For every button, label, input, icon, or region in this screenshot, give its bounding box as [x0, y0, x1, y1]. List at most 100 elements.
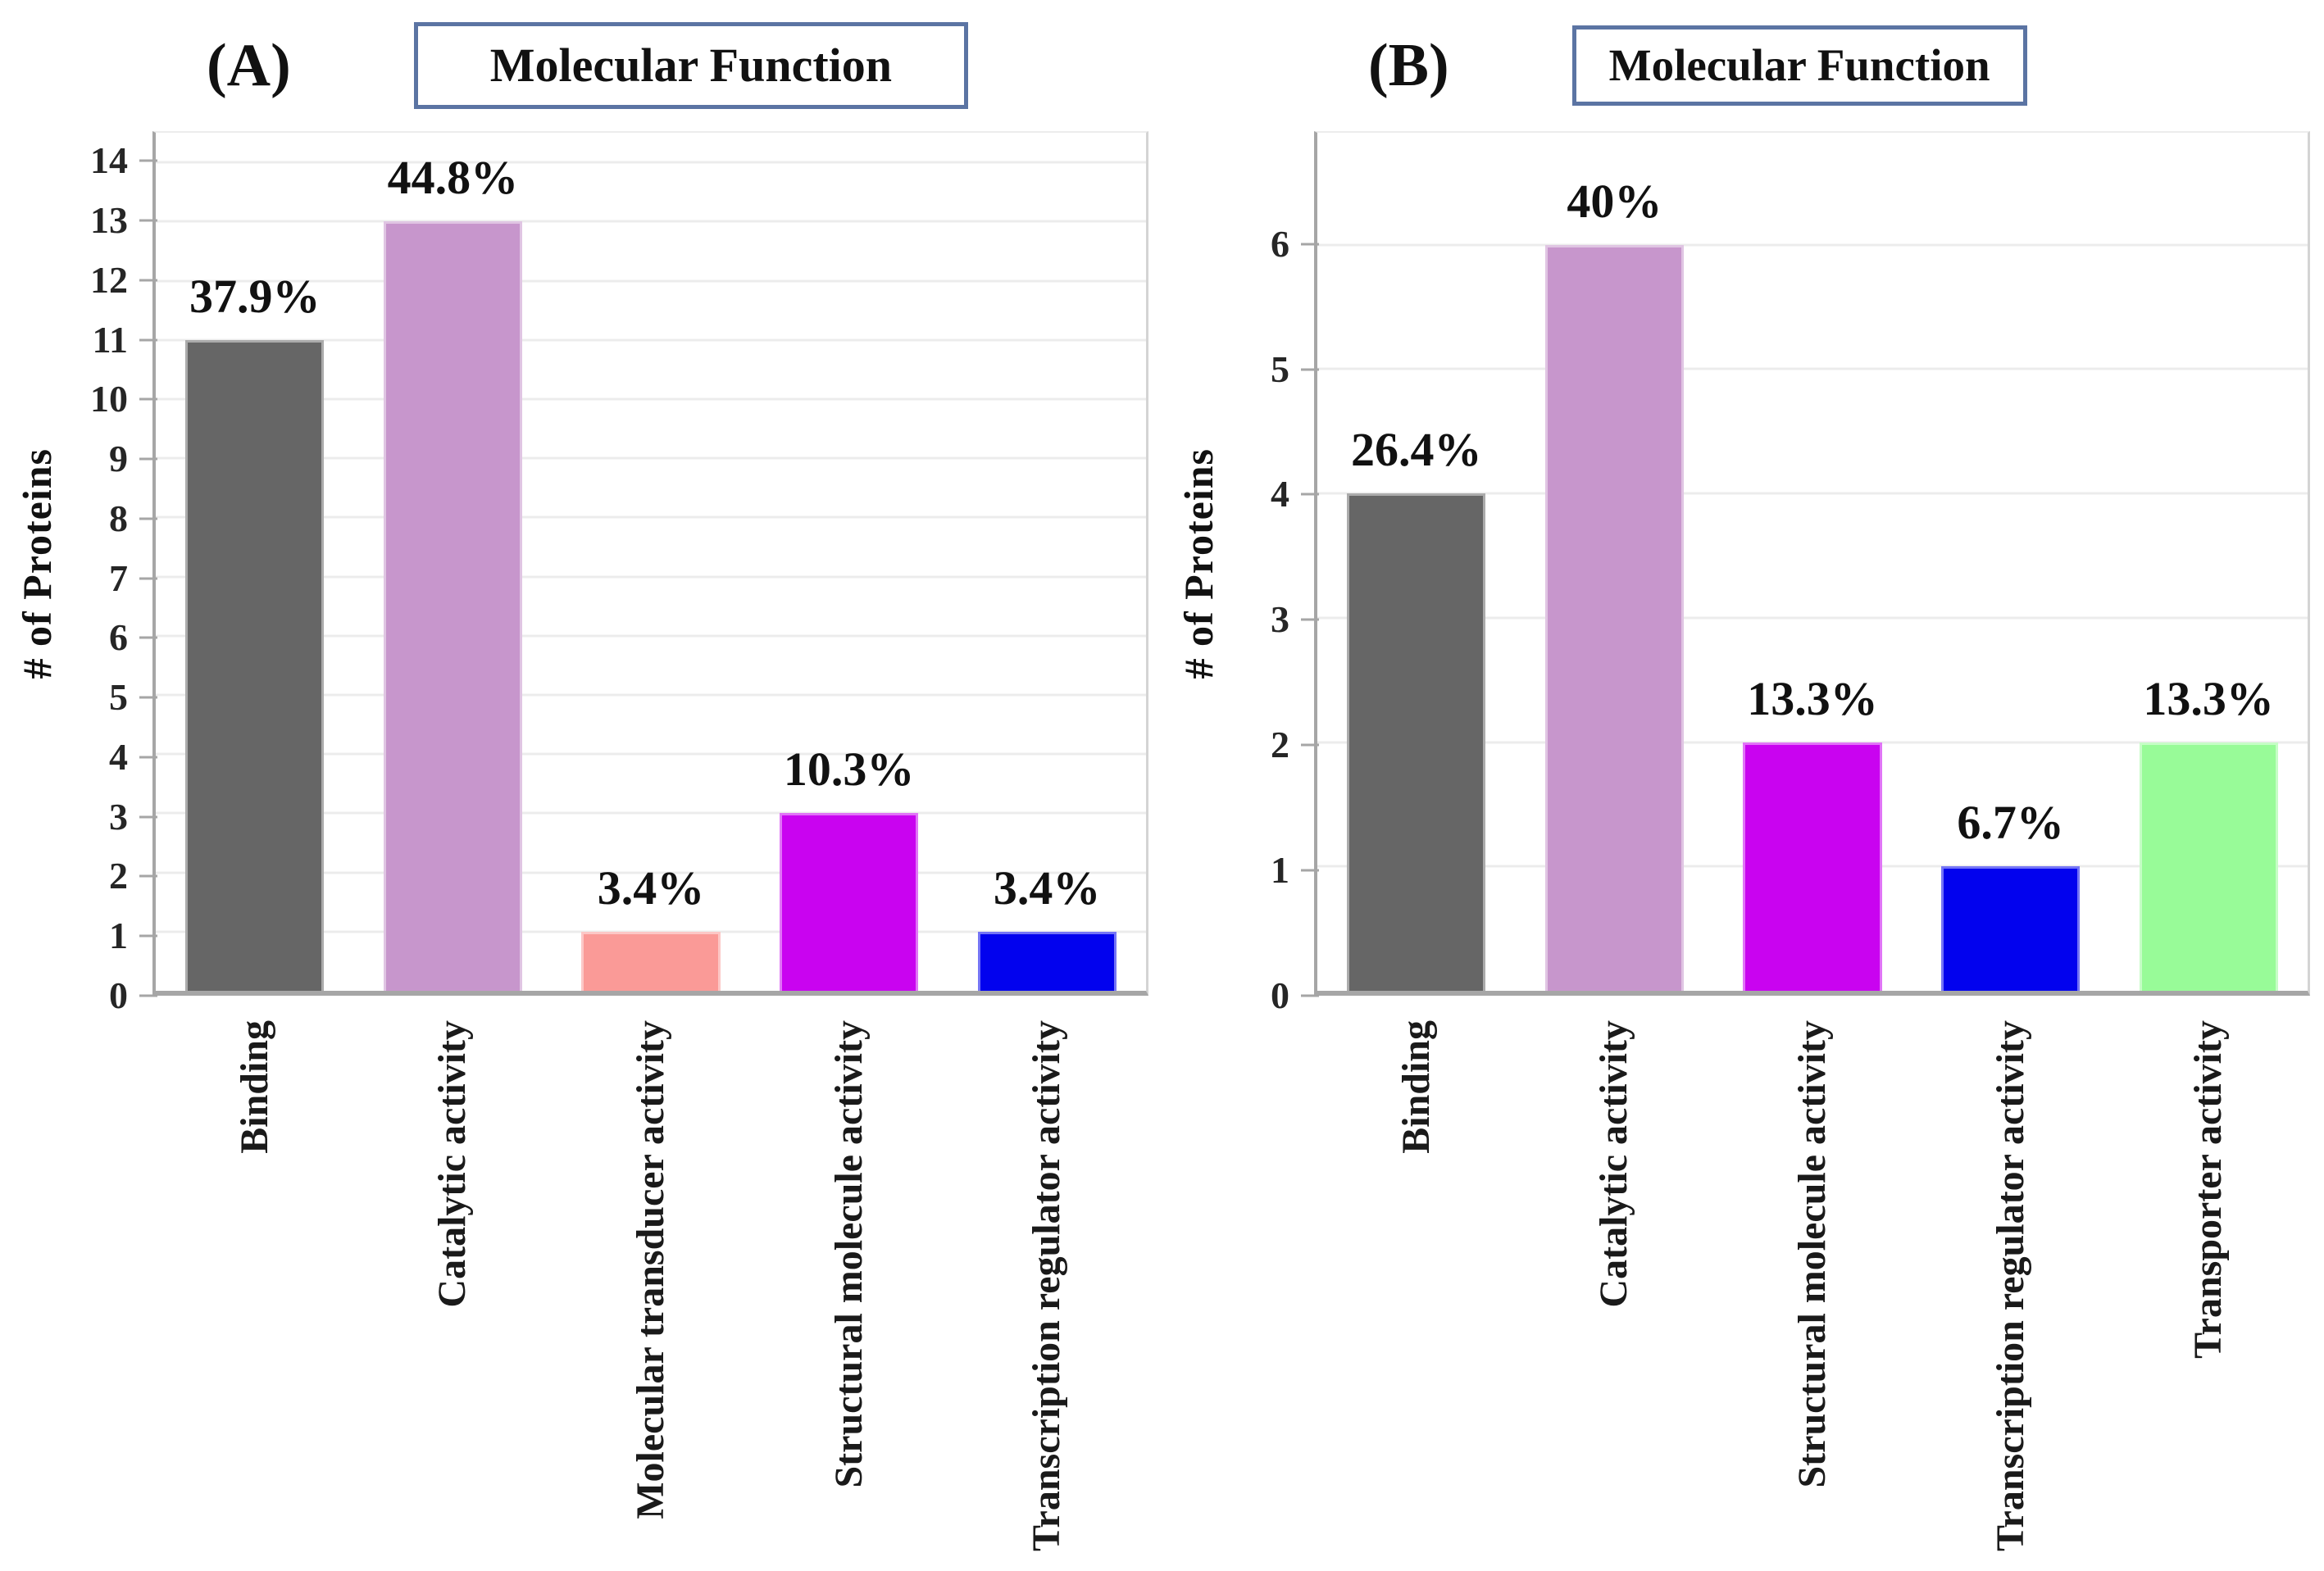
bars: 37.9% 44.8% 3.4% 10.3% 3.4%	[156, 133, 1146, 991]
x-axis-label: Transcription regulator activity	[1988, 1020, 2032, 1551]
x-label-slot: Transporter activity	[2109, 996, 2308, 1571]
bar-slot: 44.8%	[354, 133, 553, 991]
y-tick-label: 2	[109, 855, 128, 897]
y-tick-label: 12	[90, 258, 128, 301]
chart-title: Molecular Function	[489, 39, 893, 93]
x-axis-label-track: Binding Catalytic activity Molecular trans…	[156, 996, 1146, 1571]
gridline	[156, 693, 1146, 697]
bar-slot: 6.7%	[1912, 133, 2110, 991]
y-tick-label: 0	[1271, 974, 1289, 1016]
y-tick-mark	[139, 756, 157, 759]
y-tick-label: 4	[109, 735, 128, 778]
gridline	[1317, 616, 2308, 620]
bar-value-label: 3.4%	[993, 860, 1101, 915]
chart-title-box: Molecular Function	[413, 22, 969, 109]
bar	[1347, 493, 1486, 991]
panel-label: (B)	[1368, 32, 1449, 99]
y-tick-label: 2	[1271, 724, 1289, 766]
gridline	[156, 634, 1146, 638]
y-tick-mark	[1301, 618, 1319, 621]
panel-b-header: (B) Molecular Function	[1162, 0, 2323, 131]
y-tick-mark	[1301, 493, 1319, 496]
y-tick-label: 1	[109, 915, 128, 957]
y-tick-mark	[1301, 743, 1319, 747]
y-tick-mark	[1301, 368, 1319, 371]
y-tick-label: 3	[1271, 598, 1289, 641]
x-axis-label: Catalytic activity	[1592, 1020, 1636, 1308]
bar-slot: 10.3%	[750, 133, 948, 991]
bar	[581, 931, 721, 991]
y-tick-mark	[139, 517, 157, 520]
x-axis-label: Transcription regulator activity	[1025, 1020, 1069, 1551]
x-label-slot: Catalytic activity	[1516, 996, 1714, 1571]
y-axis-title-col: # of Proteins	[0, 131, 74, 996]
bar-value-label: 13.3%	[2143, 671, 2274, 725]
bar-slot: 26.4%	[1317, 133, 1516, 991]
y-tick-mark	[1301, 994, 1319, 997]
bar-value-label: 6.7%	[1957, 796, 2064, 850]
y-tick-label: 5	[109, 676, 128, 719]
bar	[780, 813, 919, 991]
bar-slot: 3.4%	[948, 133, 1146, 991]
gridline	[156, 871, 1146, 874]
bar-slot: 13.3%	[1713, 133, 1912, 991]
y-tick-label: 14	[90, 139, 128, 182]
gridline	[156, 220, 1146, 223]
y-tick-label: 13	[90, 199, 128, 242]
y-tick-label: 1	[1271, 849, 1289, 892]
x-axis-labels: Binding Catalytic activity Molecular trans…	[0, 996, 1162, 1571]
bar-value-label: 26.4%	[1351, 423, 1482, 477]
y-tick-mark	[139, 874, 157, 878]
x-label-slot: Transcription regulator activity	[1912, 996, 2110, 1571]
y-tick-label: 9	[109, 438, 128, 480]
bar	[1941, 866, 2081, 991]
bar-value-label: 13.3%	[1747, 671, 1878, 725]
bar	[1544, 244, 1684, 991]
bar-value-label: 3.4%	[597, 860, 705, 915]
gridlines	[156, 133, 1146, 991]
y-axis-title: # of Proteins	[1176, 447, 1221, 679]
bar	[1743, 742, 1882, 991]
y-tick-label: 10	[90, 378, 128, 420]
y-tick-mark	[139, 219, 157, 222]
bar	[2139, 742, 2278, 991]
y-axis-title-col: # of Proteins	[1162, 131, 1235, 996]
y-tick-label: 11	[92, 318, 128, 361]
y-tick-label: 3	[109, 795, 128, 838]
x-axis-spacer	[0, 996, 156, 1571]
y-tick-label: 8	[109, 497, 128, 539]
bar	[185, 339, 325, 991]
y-tick-label: 5	[1271, 347, 1289, 390]
gridline	[156, 575, 1146, 579]
x-axis-label: Binding	[1394, 1020, 1438, 1154]
x-axis-spacer	[1162, 996, 1317, 1571]
y-tick-mark	[139, 696, 157, 699]
y-axis-title: # of Proteins	[14, 447, 60, 679]
x-label-slot: Structural molecule activity	[1713, 996, 1912, 1571]
panel-label: (A)	[207, 32, 291, 99]
y-tick-mark	[139, 636, 157, 639]
bar-slot: 40%	[1516, 133, 1714, 991]
y-tick-mark	[1301, 243, 1319, 246]
x-axis-label-track: Binding Catalytic activity Structural mole…	[1317, 996, 2308, 1571]
x-axis-label: Molecular transducer activity	[628, 1020, 672, 1519]
chart-title: Molecular Function	[1608, 39, 1990, 90]
plot-area: 37.9% 44.8% 3.4% 10.3% 3.4%	[152, 131, 1148, 996]
bar-value-label: 40%	[1567, 174, 1662, 228]
y-tick-mark	[139, 577, 157, 580]
gridline	[156, 515, 1146, 519]
bar-value-label: 37.9%	[189, 269, 321, 323]
y-tick-label: 7	[109, 556, 128, 599]
plot-area: 26.4% 40% 13.3% 6.7% 13.3%	[1314, 131, 2310, 996]
gridline	[156, 279, 1146, 283]
chart-title-box: Molecular Function	[1571, 25, 2027, 107]
x-axis-labels: Binding Catalytic activity Structural mole…	[1162, 996, 2323, 1571]
y-tick-mark	[139, 159, 157, 162]
gridline	[1317, 492, 2308, 495]
x-label-slot: Binding	[156, 996, 354, 1571]
y-tick-mark	[139, 815, 157, 819]
chart-area: # of Proteins 0 1 2 3 4 5 6 26.4% 40% 13.3% 6.7% 1…	[1162, 131, 2323, 1015]
y-tick-mark	[139, 338, 157, 342]
